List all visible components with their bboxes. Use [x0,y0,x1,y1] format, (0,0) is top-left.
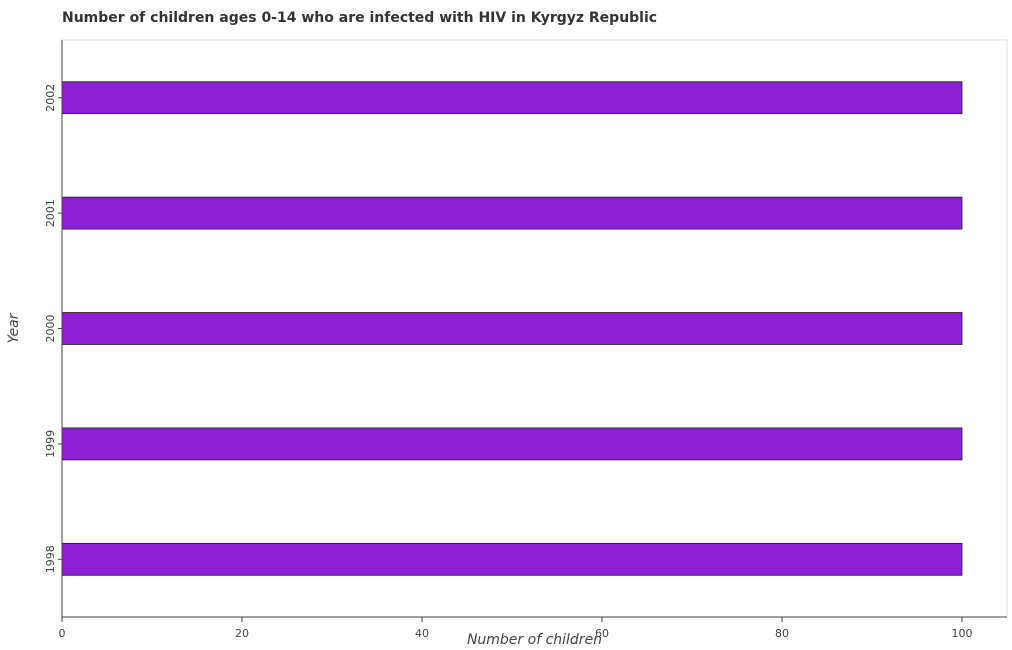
bars-group [61,81,963,576]
y-tick-label: 1998 [44,545,57,573]
bar-2000 [61,312,963,345]
y-tick-label: 2000 [44,315,57,343]
y-tick-label: 1999 [44,430,57,458]
bar-1999 [61,427,963,461]
bar-1998 [61,542,963,576]
y-tick-label: 2001 [44,199,57,227]
chart-title: Number of children ages 0-14 who are inf… [62,10,658,26]
axes-group: 1998 1999 2000 2001 2002 0 20 40 60 80 100 [44,39,1008,640]
bar-2001 [61,196,963,230]
x-tick-label: 40 [415,627,429,640]
x-tick-label: 0 [59,627,66,640]
y-tick-label: 2002 [44,84,57,112]
x-axis-title: Number of children [467,632,602,648]
x-tick-label: 80 [775,627,789,640]
y-axis-title: Year [6,312,22,343]
bar-2002 [61,81,963,115]
x-tick-label: 60 [595,627,609,640]
x-tick-label: 100 [952,627,973,640]
x-tick-label: 20 [235,627,249,640]
